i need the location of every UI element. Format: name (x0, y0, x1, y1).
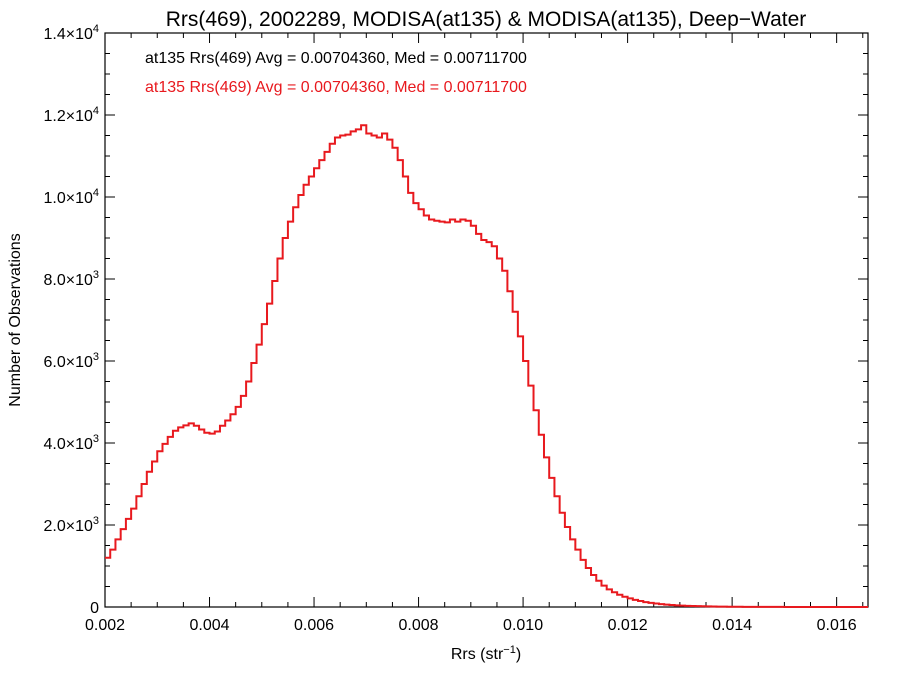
x-axis-label-close: ) (516, 646, 521, 663)
x-tick-label: 0.002 (85, 617, 125, 634)
y-tick-label: 2.0×103 (43, 515, 99, 535)
x-tick-label: 0.016 (817, 617, 857, 634)
legend-entry: at135 Rrs(469) Avg = 0.00704360, Med = 0… (145, 50, 527, 67)
chart-title: Rrs(469), 2002289, MODISA(at135) & MODIS… (166, 8, 807, 31)
legend-entry: at135 Rrs(469) Avg = 0.00704360, Med = 0… (145, 79, 527, 96)
x-tick-label: 0.004 (189, 617, 229, 634)
y-tick-label: 1.4×104 (43, 23, 99, 43)
y-tick-label: 4.0×103 (43, 433, 99, 453)
x-tick-label: 0.010 (503, 617, 543, 634)
y-tick-label: 1.2×104 (43, 105, 99, 125)
x-tick-label: 0.008 (399, 617, 439, 634)
y-axis-ticks: 0 2.0×103 4.0×103 6.0×103 8.0×103 1.0×104 1.2×… (43, 23, 868, 617)
legend: at135 Rrs(469) Avg = 0.00704360, Med = 0… (145, 50, 527, 96)
plot-frame (104, 32, 869, 608)
x-tick-label: 0.014 (712, 617, 752, 634)
x-tick-label: 0.006 (294, 617, 334, 634)
histogram-series-line (105, 124, 868, 608)
x-tick-label: 0.012 (608, 617, 648, 634)
x-axis-label: Rrs (str−1) (451, 644, 521, 663)
x-axis-ticks: 0.002 0.004 0.006 0.008 0.010 0.012 0.014 0.016 (85, 33, 864, 634)
x-axis-label-superscript: −1 (503, 644, 516, 656)
y-tick-label: 0 (90, 600, 99, 617)
y-tick-label: 1.0×104 (43, 187, 99, 207)
y-tick-label: 6.0×103 (43, 351, 99, 371)
y-tick-label: 8.0×103 (43, 269, 99, 289)
x-axis-label-text: Rrs (str (451, 646, 504, 663)
y-axis-label: Number of Observations (7, 233, 24, 406)
